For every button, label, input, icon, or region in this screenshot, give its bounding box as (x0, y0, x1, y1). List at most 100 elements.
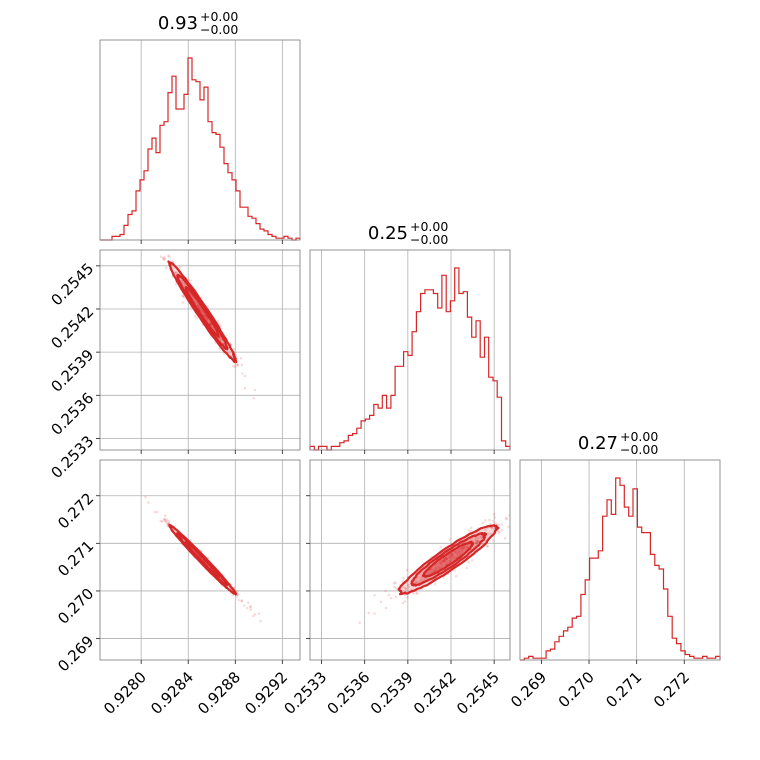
sample-point (498, 530, 501, 533)
sample-point (445, 556, 448, 560)
sample-point (394, 595, 398, 599)
panel-frame (99, 459, 301, 661)
sample-point (486, 532, 490, 536)
scatter-panel-3-1 (96, 459, 301, 664)
sample-point (171, 259, 175, 263)
sample-point (430, 568, 433, 571)
sample-point (202, 314, 206, 317)
sample-point (167, 254, 170, 257)
sample-point (182, 295, 186, 299)
sample-point (489, 532, 492, 536)
contour-line (184, 286, 220, 338)
sample-point (394, 581, 397, 584)
sample-point (243, 604, 246, 607)
sample-point (168, 519, 171, 523)
sample-point (197, 304, 200, 307)
histogram-panel-3 (519, 459, 721, 664)
sample-point (446, 561, 449, 564)
sample-point (444, 558, 447, 561)
sample-point (507, 525, 510, 529)
sample-point (401, 585, 405, 588)
y-tick-label: 0.2533 (48, 432, 98, 482)
sample-point (193, 314, 197, 318)
sample-point (405, 568, 409, 572)
panel-background (310, 460, 510, 660)
sample-point (246, 606, 249, 610)
histogram-step-line (520, 477, 721, 661)
sample-point (249, 606, 252, 609)
sample-point (477, 536, 480, 540)
sample-point (513, 514, 516, 517)
sample-point (450, 552, 454, 556)
x-tick-label: 0.2542 (410, 668, 460, 718)
sample-point (205, 316, 209, 320)
sample-point (504, 516, 508, 520)
sample-point (481, 521, 485, 525)
sample-point (500, 523, 504, 526)
sample-point (470, 526, 473, 530)
y-tick-label: 0.269 (54, 632, 97, 675)
sample-point (459, 551, 462, 554)
sample-point (441, 559, 445, 563)
sample-point (155, 510, 159, 514)
sample-point (505, 517, 509, 521)
sample-point (201, 311, 204, 315)
sample-point (175, 271, 178, 275)
sample-point (163, 519, 166, 522)
sample-point (416, 592, 419, 595)
sample-point (461, 547, 464, 551)
sample-point (423, 577, 427, 581)
sample-point (203, 313, 207, 317)
sample-point (485, 544, 489, 548)
sample-point (406, 596, 409, 599)
histogram-panel-2 (309, 249, 511, 454)
contour-fill (185, 287, 219, 337)
sample-point (442, 557, 445, 561)
panel-background (100, 40, 300, 240)
sample-point (196, 303, 200, 307)
sample-point (447, 555, 451, 559)
sample-point (474, 536, 478, 540)
sample-point (373, 612, 376, 615)
sample-point (239, 357, 243, 360)
histogram-panel-1 (99, 39, 301, 244)
sample-point (475, 542, 478, 545)
panel-title-2: 0.25 +0.00−0.00 (368, 219, 448, 247)
sample-point (373, 594, 376, 597)
panel-content (144, 495, 262, 623)
sample-point (445, 557, 449, 561)
sample-point (183, 284, 186, 287)
sample-point (503, 536, 507, 540)
sample-point (243, 374, 247, 378)
sample-point (466, 546, 469, 549)
panel-content (159, 254, 257, 400)
sample-point (163, 256, 166, 259)
sample-point (428, 571, 432, 575)
panel-background (100, 250, 300, 450)
sample-point (415, 591, 418, 594)
y-tick-label: 0.2539 (48, 346, 98, 396)
sample-point (159, 255, 163, 258)
sample-point (445, 557, 449, 560)
sample-point (236, 595, 239, 598)
sample-point (465, 566, 469, 570)
sample-point (443, 559, 446, 562)
sample-point (219, 339, 223, 342)
sample-point (198, 306, 201, 309)
sample-point (442, 559, 446, 563)
title-upper-error: +0.00 (410, 219, 448, 234)
sample-point (450, 553, 453, 556)
sample-point (204, 315, 207, 318)
sample-point (497, 523, 500, 527)
sample-point (434, 567, 438, 571)
histogram-step-line (309, 267, 511, 451)
title-lower-error: −0.00 (410, 232, 448, 247)
sample-point (462, 547, 465, 550)
sample-point (451, 553, 455, 557)
y-tick-label: 0.2536 (48, 389, 98, 439)
sample-point (392, 581, 396, 585)
sample-point (448, 538, 452, 541)
sample-point (228, 351, 232, 354)
sample-point (459, 547, 463, 551)
x-tick-label: 0.2539 (367, 668, 417, 718)
